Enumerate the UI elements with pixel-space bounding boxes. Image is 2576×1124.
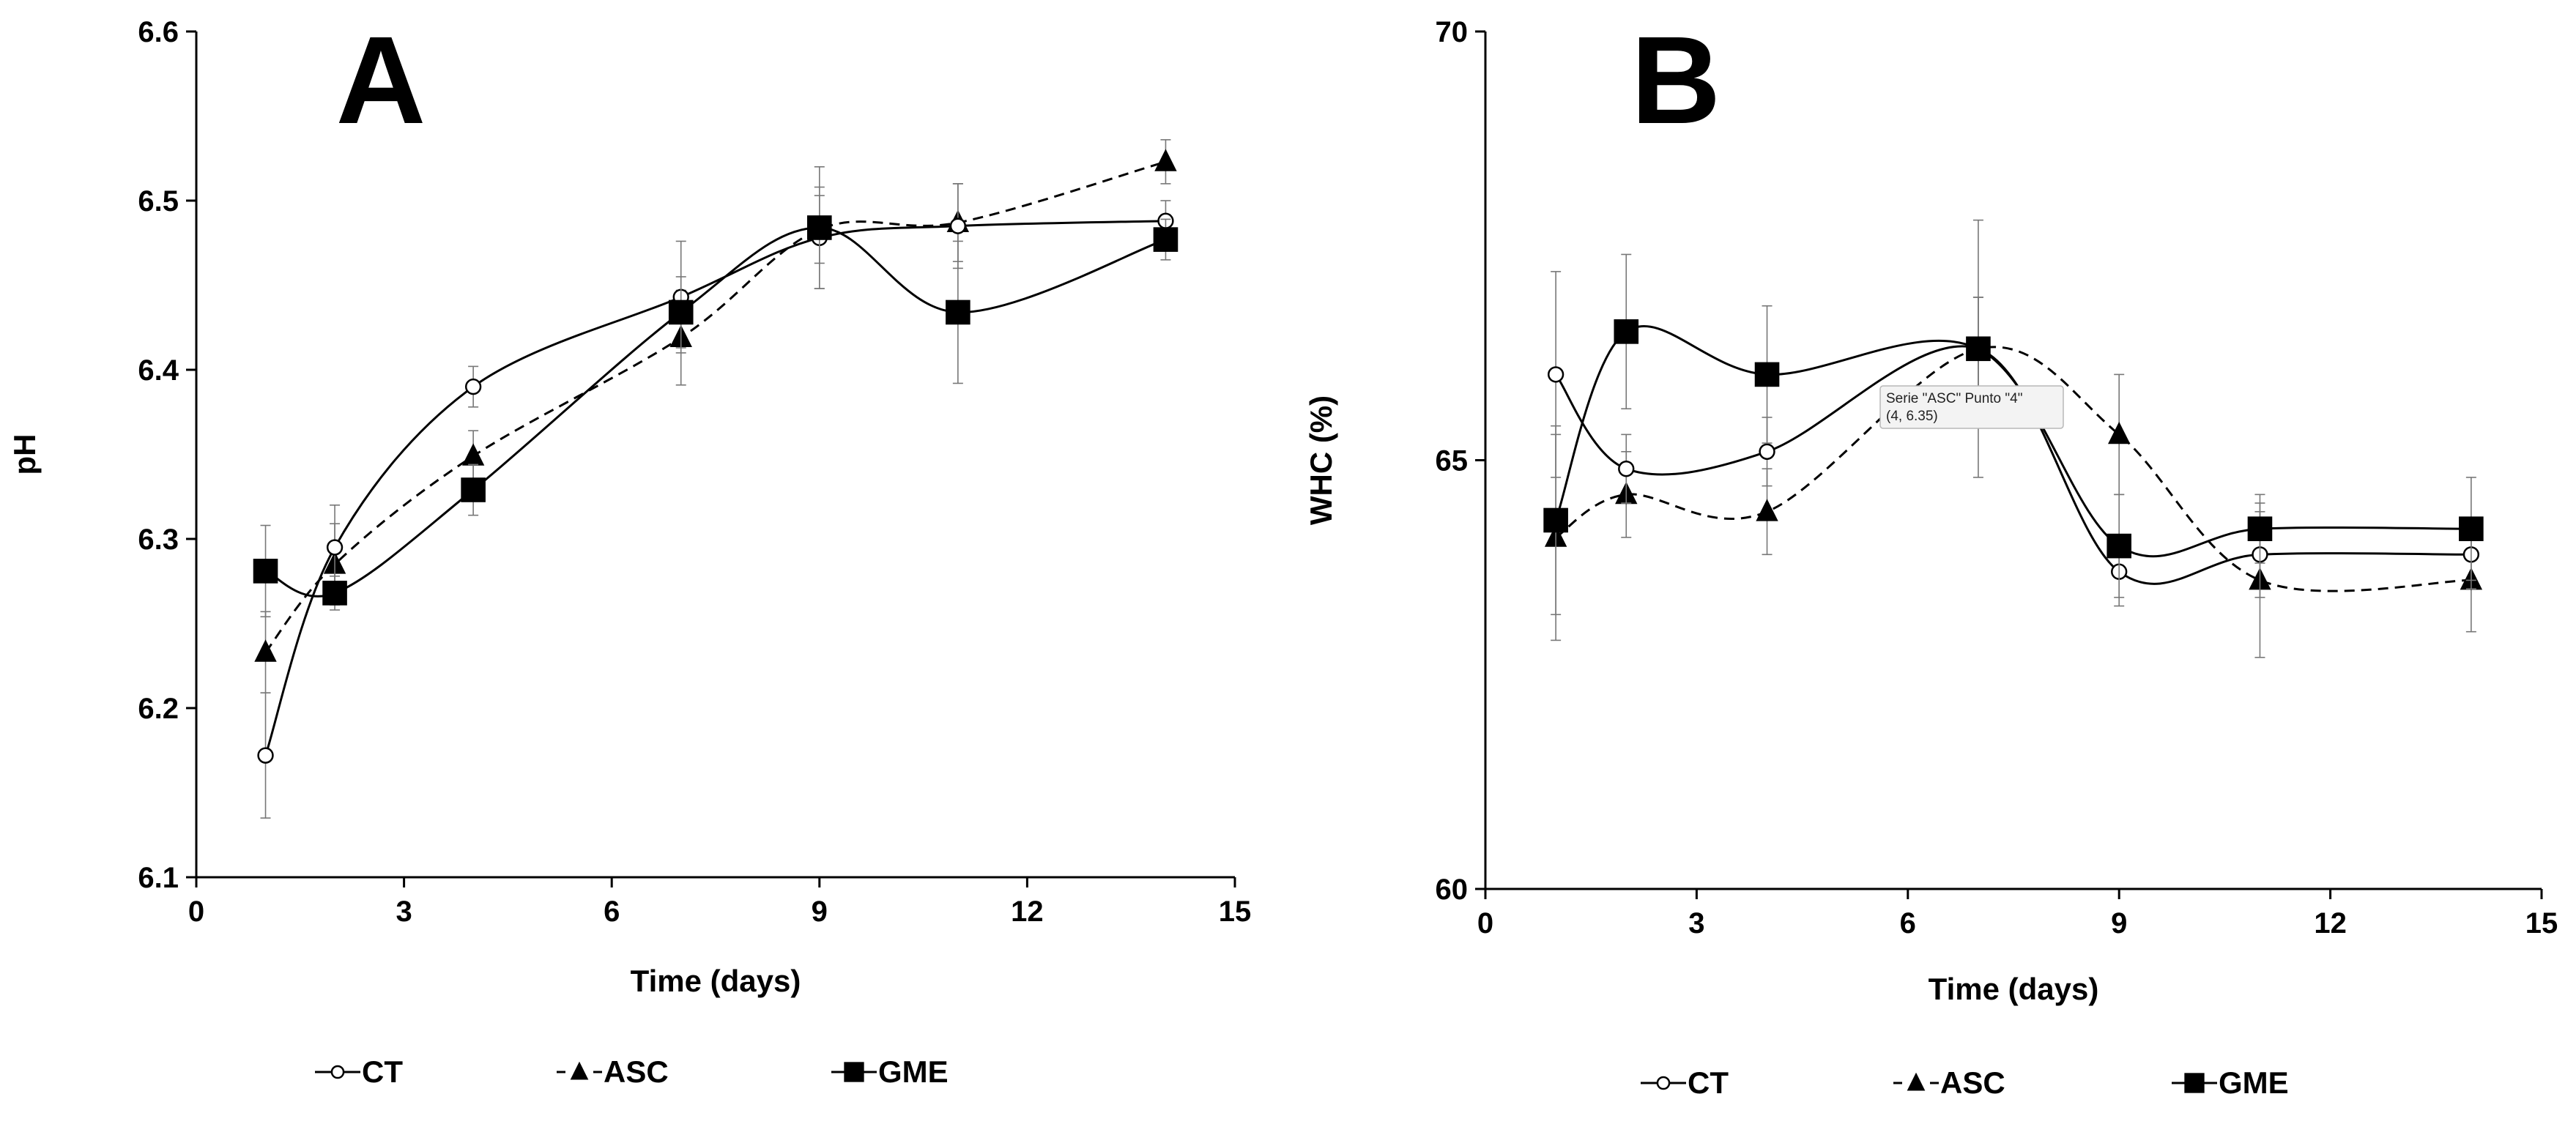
- chart-b-gme-point[interactable]: [2459, 516, 2484, 541]
- chart-a-x-tick-label: 15: [1219, 896, 1252, 928]
- chart-b-y-tick-label: 60: [1436, 874, 1469, 906]
- chart-a-y-tick-label: 6.6: [138, 16, 179, 48]
- chart-a-x-tick-label: 12: [1011, 896, 1044, 928]
- chart-b-x-tick-label: 12: [2314, 907, 2347, 939]
- chart-b-legend-item-gme[interactable]: GME: [2172, 1065, 2289, 1100]
- chart-b-y-tick-label: 70: [1436, 16, 1469, 48]
- chart-b-tooltip-line2: (4, 6.35): [1886, 409, 1938, 424]
- chart-b-series-ct: [1547, 271, 2480, 607]
- chart-b-asc-point[interactable]: [1756, 499, 1778, 521]
- chart-b-panel-label: B: [1631, 11, 1721, 150]
- chart-a-gme-point[interactable]: [461, 477, 486, 502]
- chart-b-gme-point[interactable]: [1966, 336, 1991, 362]
- chart-a-gme-point[interactable]: [946, 299, 970, 325]
- chart-a-gme-point[interactable]: [668, 299, 694, 325]
- chart-a-ct-point[interactable]: [949, 217, 967, 234]
- chart-a-legend-item-asc[interactable]: ASC: [557, 1054, 669, 1089]
- chart-b-x-tick-label: 3: [1688, 907, 1704, 939]
- chart-a-asc-point[interactable]: [461, 443, 485, 466]
- chart-b-gme-point[interactable]: [2107, 533, 2131, 559]
- chart-a-gme-line: [264, 226, 1166, 598]
- chart-a-legend-swatch-marker[interactable]: [844, 1062, 864, 1082]
- chart-a-legend-item-gme[interactable]: GME: [831, 1054, 949, 1089]
- chart-a-asc-point[interactable]: [1154, 149, 1177, 171]
- chart-a-y-tick-label: 6.4: [138, 354, 179, 387]
- chart-a-x-axis-title: Time (days): [631, 964, 801, 998]
- chart-b-x-tick-label: 9: [2111, 907, 2127, 939]
- chart-b-asc-point[interactable]: [2108, 421, 2131, 444]
- chart-b-gme-point[interactable]: [2247, 516, 2273, 541]
- chart-b-tooltip-box: [1879, 385, 2064, 429]
- chart-a-ct-line: [264, 220, 1166, 756]
- chart-b-x-tick-label: 6: [1900, 907, 1916, 939]
- chart-b-legend-swatch-marker[interactable]: [1656, 1076, 1671, 1090]
- chart-b-series-gme: [1543, 219, 2484, 616]
- chart-b-gme-point[interactable]: [1754, 362, 1780, 387]
- chart-a-series-gme: [253, 166, 1178, 618]
- chart-a-x-tick-label: 0: [188, 896, 204, 928]
- chart-a-asc-point[interactable]: [254, 639, 277, 662]
- chart-a-legend-label: ASC: [604, 1054, 669, 1089]
- chart-b-legend-swatch-marker[interactable]: [2184, 1073, 2205, 1093]
- chart-b-x-tick-label: 0: [1477, 907, 1493, 939]
- chart-a: 6.1 6.2 6.3 6.4 6.5 6.6 0 3 6 9 12 15 Time (days) pH A…: [7, 11, 1251, 1089]
- chart-a-ct-point[interactable]: [326, 539, 344, 556]
- chart-b-x-axis-title: Time (days): [1929, 972, 2099, 1006]
- chart-b-tooltip-line1: Serie "ASC" Punto "4": [1886, 391, 2022, 406]
- chart-a-ct-point[interactable]: [257, 747, 274, 764]
- chart-b-gme-line: [1554, 325, 2471, 558]
- chart-b-legend-item-ct[interactable]: CT: [1641, 1065, 1729, 1100]
- chart-b-x-tick-label: 15: [2525, 907, 2558, 939]
- chart-b-ct-point[interactable]: [1618, 461, 1635, 477]
- chart-a-y-tick-label: 6.2: [138, 693, 179, 725]
- chart-a-legend-swatch-marker[interactable]: [330, 1065, 345, 1079]
- chart-a-y-axis-title: pH: [7, 434, 42, 475]
- chart-b-legend-item-asc[interactable]: ASC: [1893, 1065, 2005, 1100]
- chart-b-ct-point[interactable]: [1547, 366, 1564, 383]
- chart-b: 60 65 70 0 3 6 9 12 15 Time (days) WHC (%) B CT ASC GM…: [1304, 11, 2558, 1100]
- chart-b-ct-point[interactable]: [1759, 443, 1775, 460]
- chart-a-y-tick-label: 6.3: [138, 524, 179, 556]
- chart-b-y-axis-title: WHC (%): [1304, 395, 1338, 525]
- chart-b-legend-label: CT: [1688, 1065, 1729, 1100]
- chart-a-gme-point[interactable]: [1153, 227, 1178, 252]
- chart-a-gme-point[interactable]: [253, 559, 278, 584]
- chart-a-x-tick-label: 6: [604, 896, 620, 928]
- chart-a-panel-label: A: [336, 11, 426, 150]
- chart-a-x-tick-label: 3: [396, 896, 412, 928]
- chart-b-y-tick-label: 65: [1436, 445, 1469, 477]
- chart-a-asc-line: [264, 160, 1166, 653]
- chart-b-legend-label: GME: [2219, 1065, 2289, 1100]
- chart-a-gme-point[interactable]: [807, 215, 832, 240]
- chart-a-legend-swatch-marker[interactable]: [570, 1061, 589, 1080]
- chart-a-gme-point[interactable]: [322, 581, 347, 606]
- chart-b-legend-swatch-marker[interactable]: [1907, 1072, 1926, 1091]
- chart-b-legend-label: ASC: [1940, 1065, 2005, 1100]
- chart-a-legend-item-ct[interactable]: CT: [315, 1054, 403, 1089]
- chart-b-gme-point[interactable]: [1543, 507, 1568, 533]
- chart-a-x-tick-label: 9: [812, 896, 828, 928]
- chart-a-legend-label: CT: [362, 1054, 403, 1089]
- chart-b-gme-point[interactable]: [1614, 319, 1639, 344]
- chart-b-tooltip: Serie "ASC" Punto "4" (4, 6.35): [1879, 385, 2064, 429]
- chart-a-ct-point[interactable]: [464, 378, 482, 395]
- chart-a-series-ct: [257, 183, 1174, 819]
- chart-a-legend-label: GME: [878, 1054, 949, 1089]
- chart-a-y-tick-label: 6.5: [138, 185, 179, 217]
- chart-b-series-asc: [1544, 297, 2483, 658]
- chart-a-y-tick-label: 6.1: [138, 862, 179, 894]
